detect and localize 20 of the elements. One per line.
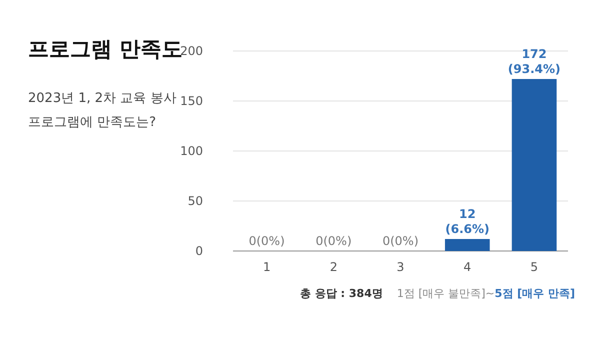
data-label: 12 (6.6%): [445, 207, 490, 236]
x-tick-label: 2: [330, 260, 338, 274]
x-tick-label: 1: [262, 260, 271, 274]
text: 1점 [매우 불만족]~: [396, 287, 495, 300]
data-label: 0(0%): [248, 234, 285, 248]
text: 5점 [매우 만족]: [494, 287, 576, 300]
chart-title: 프로그램 만족도: [28, 37, 182, 61]
data-label: 172 (93.4%): [508, 47, 561, 76]
data-label: 0(0%): [382, 234, 419, 248]
x-tick-label: 3: [396, 260, 404, 274]
x-tick-label: 4: [464, 260, 472, 274]
y-tick-label: 50: [188, 194, 203, 208]
y-tick-label: 100: [180, 144, 203, 158]
data-label: 0(0%): [316, 234, 352, 248]
text: 2023년 1, 2차 교육 봉사 프로그램에 만족도는?: [28, 91, 176, 130]
y-tick-label: 0: [195, 244, 203, 258]
y-tick-label: 150: [180, 94, 203, 108]
text: 총 응답 : 384명: [300, 287, 383, 300]
y-tick-label: 200: [180, 44, 203, 58]
x-tick-label: 5: [530, 260, 538, 274]
